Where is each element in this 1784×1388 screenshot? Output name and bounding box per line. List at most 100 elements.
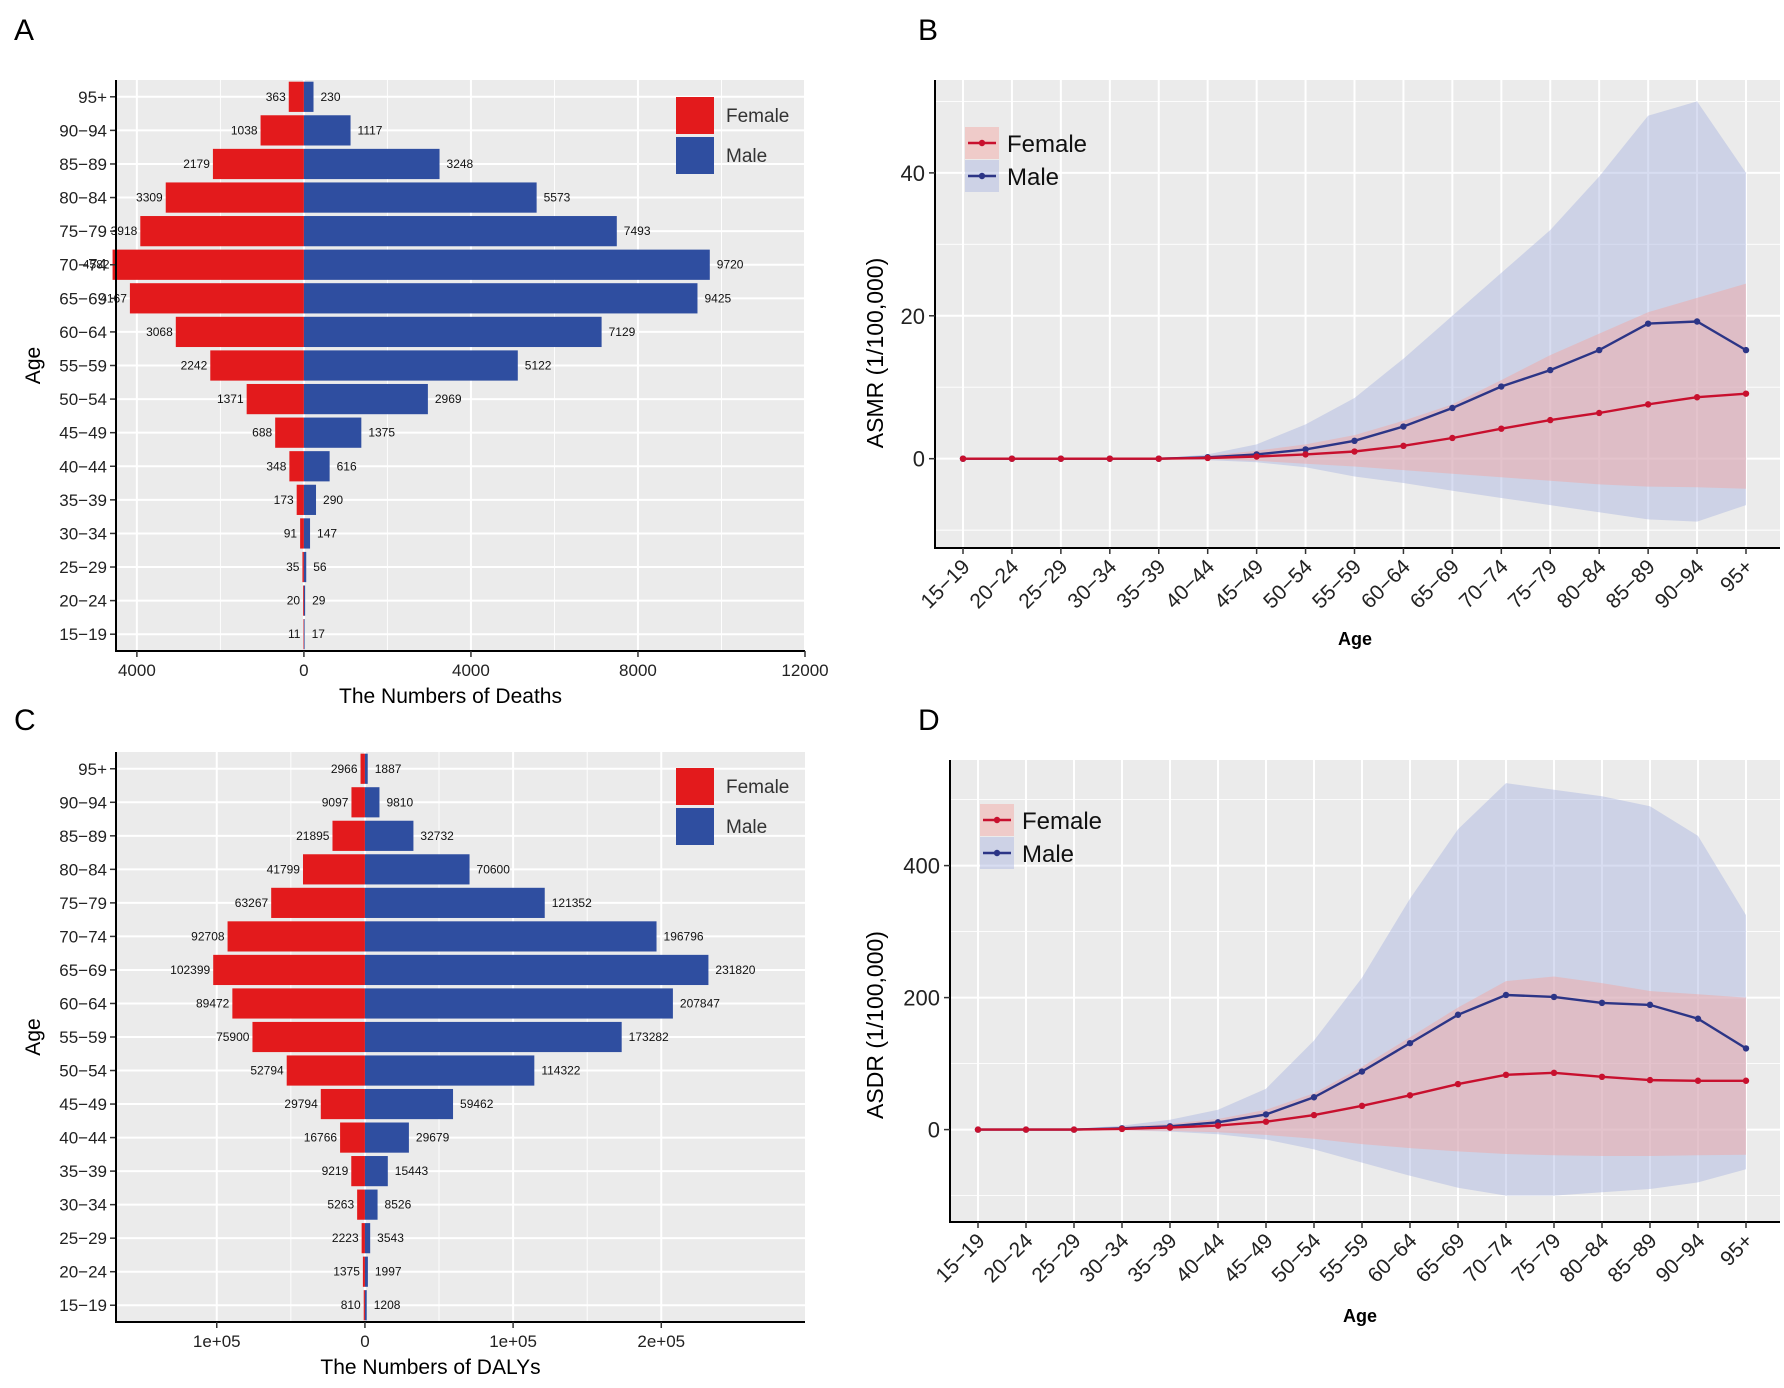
y-tick-label: 15−19 — [59, 1296, 107, 1315]
data-point-male — [1351, 437, 1358, 445]
bar-male — [303, 619, 305, 650]
data-point-female — [1204, 454, 1211, 462]
bar-male — [303, 585, 306, 616]
legend-label-male: Male — [1007, 164, 1059, 191]
data-point-male — [1550, 993, 1558, 1001]
data-point-female — [1502, 1071, 1510, 1079]
y-tick-label: 75−79 — [59, 894, 107, 913]
y-tick-label: 50−54 — [59, 1062, 107, 1081]
bar-male — [364, 1223, 371, 1254]
data-label-male: 59462 — [460, 1097, 494, 1111]
y-tick-label: 65−69 — [59, 289, 107, 308]
data-label-male: 8526 — [385, 1198, 412, 1212]
data-label-male: 29679 — [416, 1131, 450, 1145]
data-point-male — [1644, 320, 1652, 327]
data-label-male: 616 — [337, 459, 357, 473]
y-tick-label: 0 — [913, 447, 925, 472]
legend-label-female: Female — [726, 777, 789, 798]
data-point-male — [1502, 991, 1510, 999]
data-point-female — [1595, 409, 1603, 417]
data-point-female — [1358, 1102, 1366, 1110]
data-label-female: 89472 — [196, 996, 230, 1010]
data-label-male: 5122 — [525, 359, 552, 373]
data-label-male: 7129 — [609, 325, 636, 339]
data-point-male — [1262, 1111, 1270, 1118]
legend-label-female: Female — [726, 106, 789, 127]
bar-female — [332, 820, 365, 851]
x-axis-title: Age — [1343, 1306, 1377, 1326]
data-label-female: 3309 — [136, 191, 163, 205]
y-tick-label: 60−64 — [59, 323, 107, 342]
data-point-male — [1742, 1045, 1750, 1052]
bar-female — [286, 1055, 365, 1086]
bar-female — [232, 988, 365, 1019]
bar-male — [364, 921, 657, 952]
y-tick-label: 85−89 — [59, 827, 107, 846]
legend-point-female — [993, 816, 1001, 824]
data-point-female — [1550, 1069, 1558, 1077]
y-tick-label: 90−94 — [59, 793, 107, 812]
y-tick-label: 75−79 — [59, 222, 107, 241]
bar-female — [246, 383, 304, 415]
data-label-male: 114322 — [541, 1064, 580, 1078]
bar-male — [303, 216, 617, 247]
bar-female — [357, 1189, 365, 1220]
legend-point-male — [993, 849, 1001, 857]
data-label-male: 32732 — [420, 829, 454, 843]
data-label-male: 207847 — [680, 996, 720, 1010]
y-tick-label: 70−74 — [59, 256, 107, 275]
x-tick-label: 8000 — [619, 661, 657, 680]
data-label-female: 173 — [274, 493, 294, 507]
data-point-female — [1118, 1125, 1126, 1133]
bar-female — [360, 753, 365, 784]
y-tick-label: 45−49 — [59, 1095, 107, 1114]
data-label-female: 4582 — [83, 258, 110, 272]
data-point-male — [1310, 1094, 1318, 1101]
bar-male — [303, 383, 428, 415]
x-tick-label: 70−74 — [1455, 555, 1513, 613]
legend-swatch-male — [676, 137, 714, 174]
x-tick-label: 95+ — [1716, 1229, 1757, 1270]
y-tick-label: 95+ — [78, 760, 107, 779]
x-tick-label: 40−44 — [1161, 555, 1219, 613]
data-point-female — [1598, 1073, 1606, 1081]
panel-letter: C — [14, 704, 36, 737]
data-point-male — [1693, 318, 1701, 325]
data-label-male: 121352 — [552, 896, 592, 910]
data-label-male: 2969 — [435, 392, 462, 406]
x-tick-label: 55−59 — [1308, 555, 1366, 613]
bar-male — [303, 350, 518, 381]
data-label-male: 15443 — [395, 1164, 429, 1178]
bar-female — [302, 854, 365, 885]
bar-female — [212, 148, 304, 180]
bar-male — [364, 887, 545, 918]
bar-female — [271, 887, 365, 918]
x-tick-label: 65−69 — [1406, 555, 1464, 613]
y-tick-label: 85−89 — [59, 155, 107, 174]
bar-male — [303, 182, 537, 213]
data-label-male: 3248 — [447, 157, 474, 171]
x-tick-label: 50−54 — [1259, 555, 1317, 613]
legend-point-male — [978, 172, 986, 180]
bar-male — [364, 1290, 367, 1321]
data-point-female — [1166, 1124, 1174, 1131]
data-point-female — [1646, 1076, 1654, 1084]
x-tick-label: 45−49 — [1210, 555, 1268, 613]
data-label-female: 810 — [341, 1298, 361, 1312]
x-tick-label: 25−29 — [1014, 555, 1072, 613]
ci-band-male — [978, 783, 1746, 1196]
x-tick-label: 15−19 — [917, 555, 975, 613]
y-tick-label: 40−44 — [59, 457, 107, 476]
bar-male — [364, 1021, 622, 1053]
data-point-female — [1400, 442, 1407, 450]
x-axis-title: Age — [1338, 629, 1372, 649]
data-label-male: 231820 — [715, 963, 755, 977]
y-tick-label: 80−84 — [59, 860, 107, 879]
data-point-male — [1400, 423, 1407, 430]
bar-male — [303, 115, 351, 146]
data-point-female — [1214, 1122, 1222, 1129]
y-tick-label: 40−44 — [59, 1129, 107, 1148]
y-tick-label: 35−39 — [59, 1162, 107, 1181]
